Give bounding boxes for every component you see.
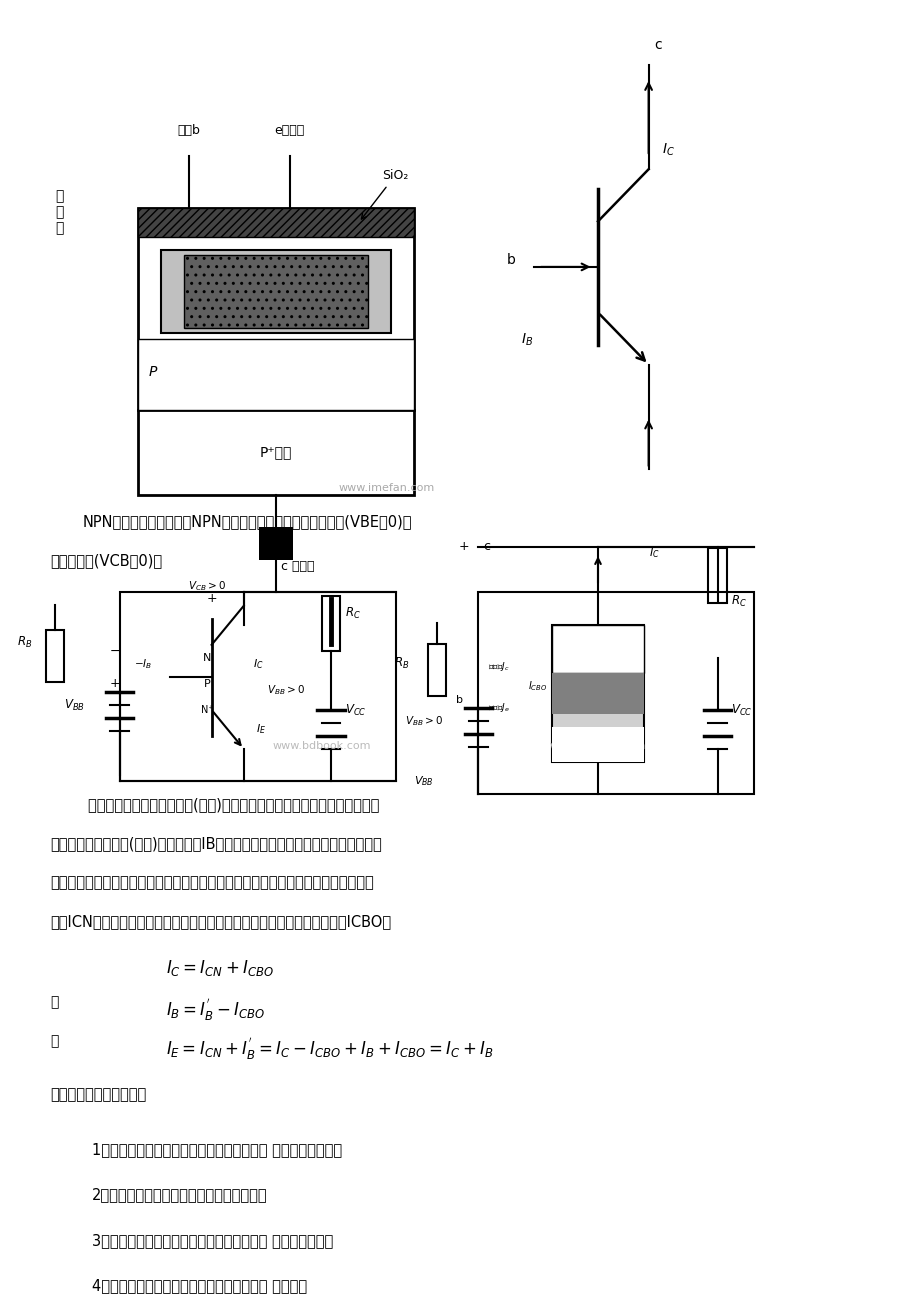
Text: $V_{BB}$: $V_{BB}$ [64,698,85,712]
Text: SiO₂: SiO₂ [361,169,408,219]
Text: 集电结$J_c$: 集电结$J_c$ [487,660,509,673]
Text: c: c [482,540,490,553]
Text: $R_B$: $R_B$ [17,635,32,650]
Bar [427,643,446,695]
Text: +: + [109,677,120,690]
Bar [161,250,391,333]
Text: 晶体管的四种工作状态：: 晶体管的四种工作状态： [51,1087,147,1103]
Bar [551,728,643,762]
Text: $I_C = I_{CN} + I_{CBO}$: $I_C = I_{CN} + I_{CBO}$ [165,958,274,978]
Bar [708,548,726,603]
Text: $R_B$: $R_B$ [393,655,409,671]
Text: 发射区向基区大量发射电子(多子)，进入基区的电子成为基区的少子，其中: 发射区向基区大量发射电子(多子)，进入基区的电子成为基区的少子，其中 [51,797,379,812]
Text: 1、发射结正偏，集电结反偏：放大工作状态 用在模拟电子电路: 1、发射结正偏，集电结反偏：放大工作状态 用在模拟电子电路 [92,1142,342,1157]
Text: P: P [203,678,210,689]
Text: $I_{CBO}$: $I_{CBO}$ [528,680,547,694]
Text: $V_{CC}$: $V_{CC}$ [345,703,366,719]
Text: 2、发射结反偏，集电结反偏：截止工作状态: 2、发射结反偏，集电结反偏：截止工作状态 [92,1187,267,1203]
Text: 小部分与基区的多子(空穴)复合，形成IB电流，绝大部分继续向集电结扩散并达到集: 小部分与基区的多子(空穴)复合，形成IB电流，绝大部分继续向集电结扩散并达到集 [51,836,382,852]
Text: $I_E$: $I_E$ [255,723,266,737]
Text: $-I_B$: $-I_B$ [133,658,152,672]
Text: b: b [456,695,463,706]
Text: 发射结$J_e$: 发射结$J_e$ [487,700,509,713]
Text: 3、发射结正偏，集电结正偏：饱和工作状态 用在开关电路中: 3、发射结正偏，集电结正偏：饱和工作状态 用在开关电路中 [92,1233,333,1249]
Text: $I_C$: $I_C$ [662,142,675,158]
Text: $V_{BB}$: $V_{BB}$ [414,775,434,788]
Text: $I_B$: $I_B$ [521,332,533,349]
Text: +: + [206,592,217,605]
Text: $V_{CC}$: $V_{CC}$ [731,703,752,719]
Text: www.imefan.com: www.imefan.com [550,741,645,751]
Text: $I_C$: $I_C$ [253,658,264,672]
Text: 集电结反偏(VCB＞0)。: 集电结反偏(VCB＞0)。 [51,553,163,569]
Text: $I_C$: $I_C$ [648,547,659,560]
Bar [138,340,414,410]
Text: P⁺⁺: P⁺⁺ [265,285,287,298]
Text: N: N [172,285,181,298]
Bar [184,255,368,328]
Bar [259,527,292,560]
Text: c: c [653,38,661,52]
Bar [322,596,340,651]
Text: ，: ， [51,995,59,1009]
Text: 4、发射结反偏，集电结正偏：倒置工作状态 较少应用: 4、发射结反偏，集电结正偏：倒置工作状态 较少应用 [92,1279,307,1294]
Text: N⁺: N⁺ [200,704,213,715]
Text: www.imefan.com: www.imefan.com [338,483,434,493]
Bar [551,673,643,713]
Text: P⁺型硅: P⁺型硅 [259,445,292,460]
Text: e发射极: e发射极 [275,124,304,137]
Text: P: P [149,365,157,379]
Text: NPN管的工作原理：为使NPN管正常放大时的条件：射结正偏(VBE＞0)，: NPN管的工作原理：为使NPN管正常放大时的条件：射结正偏(VBE＞0)， [83,514,412,530]
Text: $R_C$: $R_C$ [345,605,360,621]
Bar [46,629,64,682]
Bar [138,208,414,237]
Bar [551,625,643,673]
Text: N⁺: N⁺ [590,740,605,750]
Text: www.bdbook.com: www.bdbook.com [272,741,371,751]
Text: 基极b: 基极b [177,124,199,137]
Bar [551,625,643,762]
Text: $V_{BB}>0$: $V_{BB}>0$ [267,684,304,698]
Text: $V_{BB}>0$: $V_{BB}>0$ [404,713,442,728]
Bar [138,410,414,495]
Text: −: − [109,644,120,658]
Text: +: + [458,540,469,553]
Text: $I_E = I_{CN} + I_B^{'} = I_C - I_{CBO} + I_B + I_{CBO} = I_C + I_B$: $I_E = I_{CN} + I_B^{'} = I_C - I_{CBO} … [165,1036,493,1062]
Text: $V_{CB}>0$: $V_{CB}>0$ [187,579,226,592]
Text: N: N [593,642,602,655]
Bar [119,592,395,781]
Text: b: b [505,254,515,267]
Text: 平
面
管: 平 面 管 [55,189,64,236]
Text: c 集电极: c 集电极 [280,560,313,573]
Bar [138,208,414,410]
Text: ，: ， [51,1034,59,1048]
Bar [478,592,754,794]
Text: $I_B = I_B^{'} - I_{CBO}$: $I_B = I_B^{'} - I_{CBO}$ [165,997,265,1023]
Text: P: P [594,687,601,699]
Text: 电结边缘。因集电结反偏，这些少子将非常容易漂移到集电区，形成集电集电流的一: 电结边缘。因集电结反偏，这些少子将非常容易漂移到集电区，形成集电集电流的一 [51,875,374,891]
Text: 部分ICN。而基区和集电区本身的少子也要漂移到对方，形成反向饱和电流ICBO。: 部分ICN。而基区和集电区本身的少子也要漂移到对方，形成反向饱和电流ICBO。 [51,914,391,930]
Text: N: N [202,652,211,663]
Text: $R_C$: $R_C$ [731,594,746,609]
